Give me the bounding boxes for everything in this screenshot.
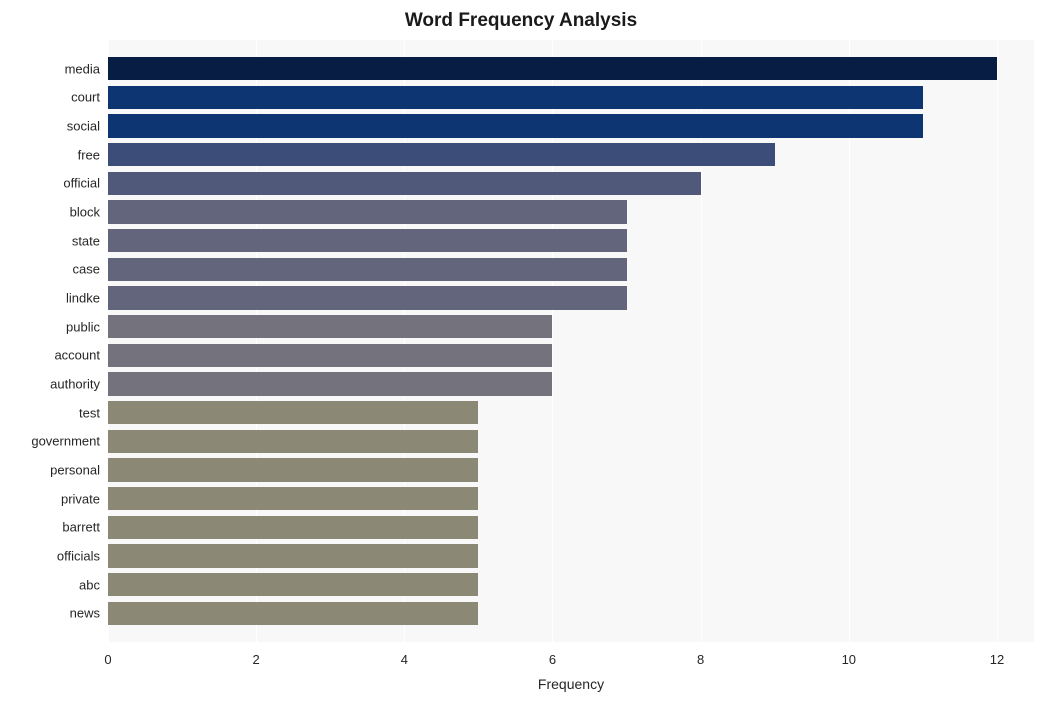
bar (108, 57, 997, 81)
bar (108, 544, 478, 568)
ytick-label: news (70, 606, 100, 621)
bar (108, 86, 923, 110)
bar-row (108, 114, 1034, 138)
xtick-label: 12 (990, 652, 1004, 667)
ytick-label: block (70, 205, 100, 220)
bar-row (108, 143, 1034, 167)
ytick-label: case (73, 262, 100, 277)
bar (108, 286, 627, 310)
bar (108, 172, 701, 196)
xtick-label: 4 (401, 652, 408, 667)
xtick-label: 0 (104, 652, 111, 667)
word-frequency-chart: Word Frequency Analysis 024681012Frequen… (0, 0, 1042, 701)
bar (108, 372, 552, 396)
bar (108, 315, 552, 339)
ytick-label: lindke (66, 291, 100, 306)
bar-row (108, 286, 1034, 310)
ytick-label: private (61, 491, 100, 506)
ytick-label: state (72, 233, 100, 248)
bar (108, 458, 478, 482)
bar (108, 487, 478, 511)
ytick-label: account (54, 348, 100, 363)
bar-row (108, 172, 1034, 196)
ytick-label: government (31, 434, 100, 449)
bar (108, 258, 627, 282)
ytick-label: barrett (62, 520, 100, 535)
bar-row (108, 573, 1034, 597)
ytick-label: test (79, 405, 100, 420)
bar-row (108, 516, 1034, 540)
ytick-label: officials (57, 549, 100, 564)
bar-row (108, 430, 1034, 454)
x-axis-label: Frequency (538, 676, 604, 692)
bar-row (108, 315, 1034, 339)
xtick-label: 6 (549, 652, 556, 667)
bar-row (108, 458, 1034, 482)
ytick-label: court (71, 90, 100, 105)
bar (108, 430, 478, 454)
bar-row (108, 200, 1034, 224)
bar-row (108, 344, 1034, 368)
bar-row (108, 258, 1034, 282)
bar (108, 602, 478, 626)
bar-row (108, 86, 1034, 110)
ytick-label: official (63, 176, 100, 191)
bar-row (108, 372, 1034, 396)
xtick-label: 8 (697, 652, 704, 667)
bar (108, 200, 627, 224)
ytick-label: personal (50, 463, 100, 478)
bar-row (108, 602, 1034, 626)
ytick-label: social (67, 119, 100, 134)
bar (108, 114, 923, 138)
ytick-label: abc (79, 577, 100, 592)
bar-row (108, 544, 1034, 568)
ytick-label: authority (50, 377, 100, 392)
xtick-label: 10 (842, 652, 856, 667)
bar (108, 344, 552, 368)
bar (108, 573, 478, 597)
bar (108, 229, 627, 253)
ytick-label: free (78, 147, 100, 162)
xtick-label: 2 (253, 652, 260, 667)
bar (108, 516, 478, 540)
bar (108, 401, 478, 425)
bar-row (108, 487, 1034, 511)
bar-row (108, 57, 1034, 81)
bar-row (108, 229, 1034, 253)
ytick-label: public (66, 319, 100, 334)
ytick-label: media (65, 61, 100, 76)
bar-row (108, 401, 1034, 425)
bar (108, 143, 775, 167)
chart-title: Word Frequency Analysis (0, 10, 1042, 32)
plot-area: 024681012Frequencymediacourtsocialfreeof… (108, 40, 1034, 642)
